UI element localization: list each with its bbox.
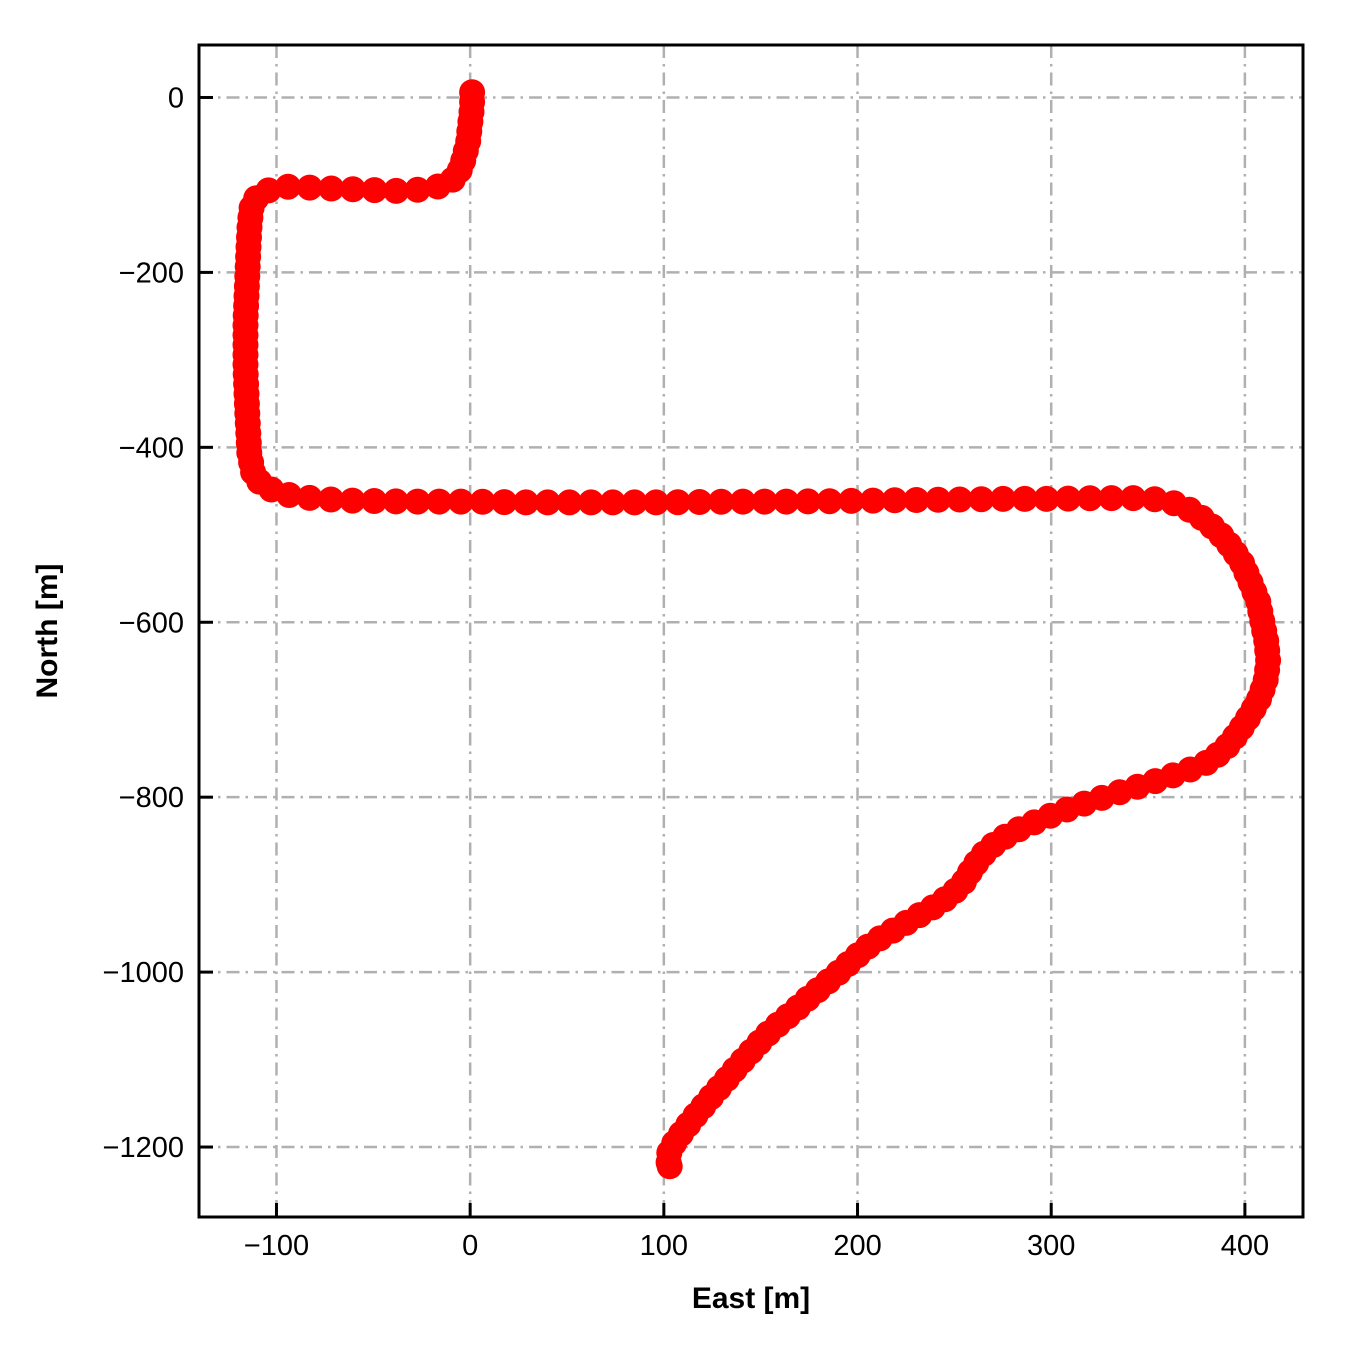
trajectory-marker (729, 488, 756, 515)
trajectory-marker (860, 487, 886, 514)
trajectory-marker (469, 488, 496, 515)
trajectory-marker (404, 488, 431, 515)
gridlines (199, 45, 1303, 1217)
y-tick-label: −1200 (103, 1132, 184, 1164)
trajectory-marker (404, 176, 431, 203)
trajectory-marker (296, 484, 323, 511)
trajectory-marker (339, 176, 366, 203)
axis-ticks (199, 95, 1247, 1217)
y-tick-label: −400 (119, 432, 184, 464)
trajectory-marker (816, 488, 843, 515)
trajectory-marker (426, 488, 453, 515)
y-tick-label: −800 (119, 782, 184, 814)
y-axis-label: North [m] (31, 564, 64, 699)
trajectory-marker (339, 487, 366, 514)
trajectory-marker (275, 173, 302, 200)
trajectory-marker (1033, 485, 1060, 512)
y-tick-label: −200 (119, 257, 184, 289)
x-tick-label: −100 (244, 1230, 309, 1262)
trajectory-marker (318, 486, 344, 513)
trajectory-marker (664, 489, 691, 516)
trajectory-marker (383, 177, 410, 204)
trajectory-marker (925, 486, 952, 513)
trajectory-marker (708, 488, 735, 515)
trajectory-marker (491, 489, 518, 516)
tick-labels: −100 0 100 200 300 4000−200−400−600−800−1000−… (103, 82, 1270, 1262)
trajectory-marker (686, 489, 713, 515)
trajectory-marker (656, 1153, 683, 1180)
trajectory-marker (1120, 485, 1147, 512)
trajectory-marker (382, 488, 409, 515)
trajectory-marker (361, 177, 388, 204)
trajectory-marker (643, 489, 670, 516)
trajectory-marker (1098, 485, 1125, 512)
x-tick-label: 400 (1221, 1230, 1269, 1262)
trajectory-marker (318, 175, 345, 202)
trajectory-marker (361, 488, 388, 514)
trajectory-marker (946, 486, 973, 513)
trajectory-marker (1011, 485, 1038, 512)
trajectory-points (232, 79, 1282, 1180)
trajectory-marker (599, 489, 626, 516)
trajectory-marker (968, 486, 995, 513)
trajectory-marker (1076, 485, 1103, 512)
y-tick-label: −1000 (103, 957, 184, 989)
trajectory-marker (296, 174, 323, 201)
trajectory-marker (513, 489, 539, 516)
x-tick-label: 100 (640, 1230, 688, 1262)
trajectory-marker (1055, 485, 1082, 512)
trajectory-marker (773, 488, 800, 515)
x-tick-label: 0 (462, 1230, 478, 1262)
trajectory-marker (881, 487, 908, 514)
trajectory-marker (424, 173, 451, 200)
y-tick-label: 0 (168, 82, 184, 114)
trajectory-marker (990, 485, 1017, 512)
trajectory-marker (447, 488, 474, 515)
trajectory-marker (751, 488, 778, 515)
trajectory-marker (556, 489, 583, 516)
x-tick-label: 300 (1027, 1230, 1075, 1262)
x-tick-label: 200 (833, 1230, 881, 1262)
trajectory-marker (276, 482, 303, 508)
trajectory-marker (795, 488, 821, 515)
plot-border (197, 43, 1305, 1219)
trajectory-marker (838, 487, 865, 514)
trajectory-marker (578, 489, 605, 516)
x-axis-label: East [m] (692, 1282, 810, 1315)
y-tick-label: −600 (119, 607, 184, 639)
trajectory-marker (534, 489, 561, 516)
trajectory-marker (903, 487, 930, 513)
trajectory-marker (621, 489, 648, 516)
